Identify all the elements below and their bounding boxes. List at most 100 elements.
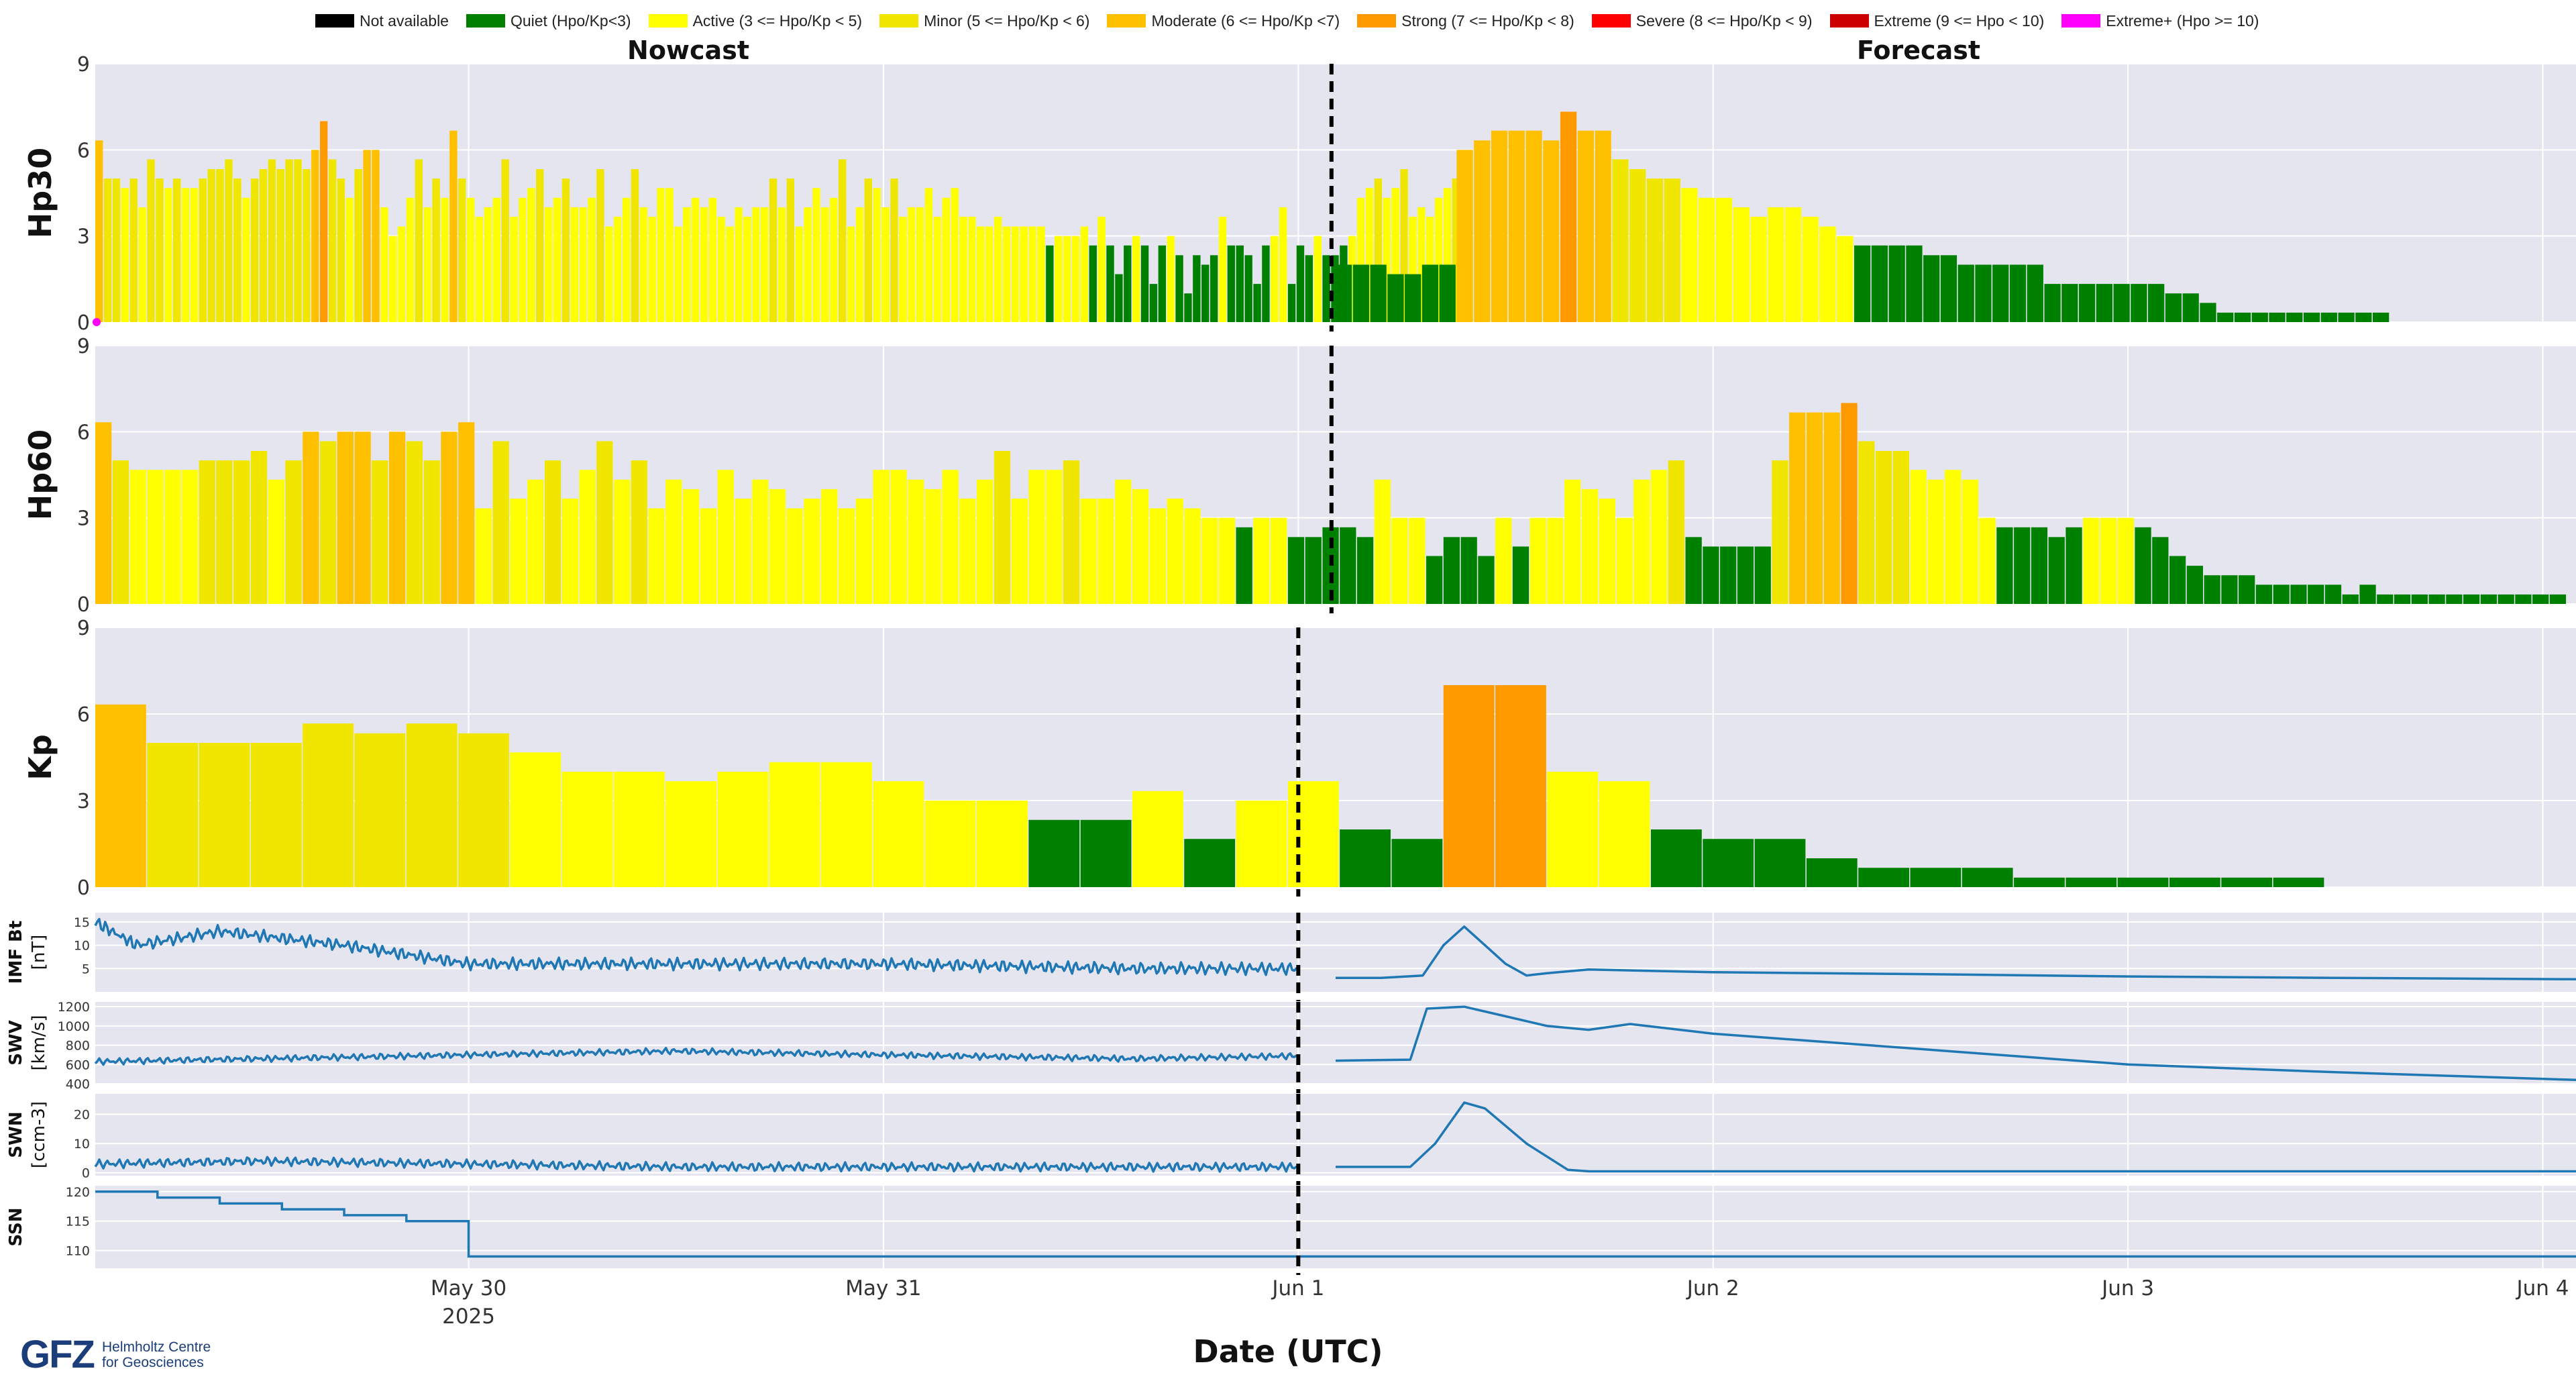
hp60-bar xyxy=(441,431,458,604)
hp30-bar xyxy=(855,207,864,322)
hp30-bar xyxy=(683,207,691,322)
hp60-bar xyxy=(1547,517,1564,604)
hp30-bar xyxy=(648,217,656,322)
hp30-bar xyxy=(103,178,112,322)
hp30-bar xyxy=(1089,245,1097,322)
panel-ssn: 110 115 120 SSN xyxy=(6,1185,2576,1275)
hp60-bar xyxy=(1495,517,1512,604)
hp30-bar xyxy=(510,217,518,322)
hp60-bar xyxy=(1772,460,1788,604)
hp30-bar xyxy=(804,207,812,322)
hp30-bar xyxy=(639,207,648,322)
hp30-forecast-bar xyxy=(1854,245,1871,322)
hp30-bar xyxy=(812,188,820,322)
hp30-bar xyxy=(380,207,388,322)
y-tick-label: 15 xyxy=(74,915,90,930)
y-tick-label: 0 xyxy=(82,1166,90,1181)
hp30-bar xyxy=(821,207,829,322)
hp60-bar xyxy=(406,441,423,604)
hp30-bar xyxy=(432,178,440,322)
hp30-forecast-bar xyxy=(1923,255,1940,322)
legend-item: Quiet (Hpo/Kp<3) xyxy=(466,12,631,30)
hp30-forecast-bar xyxy=(2217,312,2234,322)
hp30-bar xyxy=(276,168,284,322)
hp60-bar xyxy=(112,460,129,604)
legend: Not available Quiet (Hpo/Kp<3) Active (3 <… xyxy=(315,9,2276,32)
hp60-bar xyxy=(1668,460,1685,604)
y-tick-label: 115 xyxy=(66,1215,90,1229)
legend-label: Severe (8 <= Hpo/Kp < 9) xyxy=(1635,11,1813,30)
hp60-bar xyxy=(1633,479,1650,604)
y-tick-label: 6 xyxy=(77,139,90,162)
hp30-forecast-bar xyxy=(1664,178,1680,322)
forecast-label: Forecast xyxy=(1857,36,1980,65)
hp30-forecast-bar xyxy=(1992,264,2009,322)
kp-bar xyxy=(561,772,613,887)
panel-background xyxy=(95,1094,2576,1176)
y-axis-title: SWV xyxy=(6,1020,26,1066)
hp60-bar xyxy=(233,460,250,604)
hp60-bar xyxy=(216,460,233,604)
hp60-bar xyxy=(2342,594,2359,604)
hp30-forecast-bar xyxy=(2027,264,2043,322)
panel-swv: 400 600 800 1000 1200 SWV [km/s] xyxy=(6,1000,2576,1093)
y-axis-title: SWN xyxy=(6,1111,26,1158)
hp30-forecast-bar xyxy=(1612,159,1629,322)
hp60-bar xyxy=(1046,470,1063,604)
kp-bar xyxy=(1236,801,1287,887)
hp60-bar xyxy=(596,441,613,604)
hp60-bar xyxy=(1737,546,1754,604)
legend-item: Not available xyxy=(315,12,449,30)
legend-item: Extreme (9 <= Hpo < 10) xyxy=(1829,12,2044,30)
hp30-bar xyxy=(1124,245,1132,322)
hp30-forecast-bar xyxy=(2009,264,2027,322)
hp60-bar xyxy=(2083,517,2100,604)
hp30-bar xyxy=(691,197,700,322)
hp60-bar xyxy=(2065,527,2082,604)
hp60-bar xyxy=(1236,527,1252,604)
hp30-forecast-bar xyxy=(2044,284,2061,322)
y-tick-label: 9 xyxy=(77,335,90,358)
y-axis-title: IMF Bt xyxy=(6,921,26,984)
ssn-line xyxy=(95,1190,2576,1258)
hp30-bar xyxy=(121,188,129,322)
hp60-bar xyxy=(354,431,371,604)
hp30-forecast-bar xyxy=(2320,312,2337,322)
hp30-bar xyxy=(492,197,501,322)
hp30-bar xyxy=(1391,188,1399,322)
gfz-logo: GFZ Helmholtz Centre for Geosciences xyxy=(20,1332,211,1377)
hp30-forecast-bar xyxy=(1474,140,1491,322)
hp60-bar xyxy=(1823,412,1840,604)
hp60-bar xyxy=(2411,594,2428,604)
hp30-bar xyxy=(415,159,423,322)
legend-label: Minor (5 <= Hpo/Kp < 6) xyxy=(924,11,1090,30)
hp60-bar xyxy=(458,422,475,604)
hp30-bar xyxy=(1253,284,1261,322)
hp60-bar xyxy=(717,470,734,604)
hp30-bar xyxy=(873,188,881,322)
hp60-bar xyxy=(994,450,1011,604)
hp60-bar xyxy=(1132,489,1149,604)
legend-label: Not available xyxy=(360,11,449,30)
hp60-bar xyxy=(95,422,112,604)
kp-bar xyxy=(769,762,820,887)
hp60-bar xyxy=(423,460,440,604)
kp-bar xyxy=(665,781,717,887)
hp60-bar xyxy=(1253,517,1270,604)
imf_bt-observed-line xyxy=(94,917,1299,976)
hp30-bar xyxy=(1443,188,1452,322)
hp60-bar xyxy=(527,479,544,604)
hp30-bar xyxy=(501,159,509,322)
hp60-bar xyxy=(1910,470,1927,604)
hp30-bar xyxy=(657,188,665,322)
hp30-bar xyxy=(588,197,596,322)
panel-background xyxy=(95,1002,2576,1084)
hp30-forecast-bar xyxy=(2096,284,2112,322)
hp60-bar xyxy=(2221,575,2238,604)
hp30-bar xyxy=(475,217,484,322)
hp60-bar xyxy=(147,470,164,604)
hp60-bar xyxy=(2186,566,2204,604)
y-axis-unit: [nT] xyxy=(29,935,49,970)
hp60-bar xyxy=(1650,470,1668,604)
hp30-forecast-bar xyxy=(1508,130,1525,322)
